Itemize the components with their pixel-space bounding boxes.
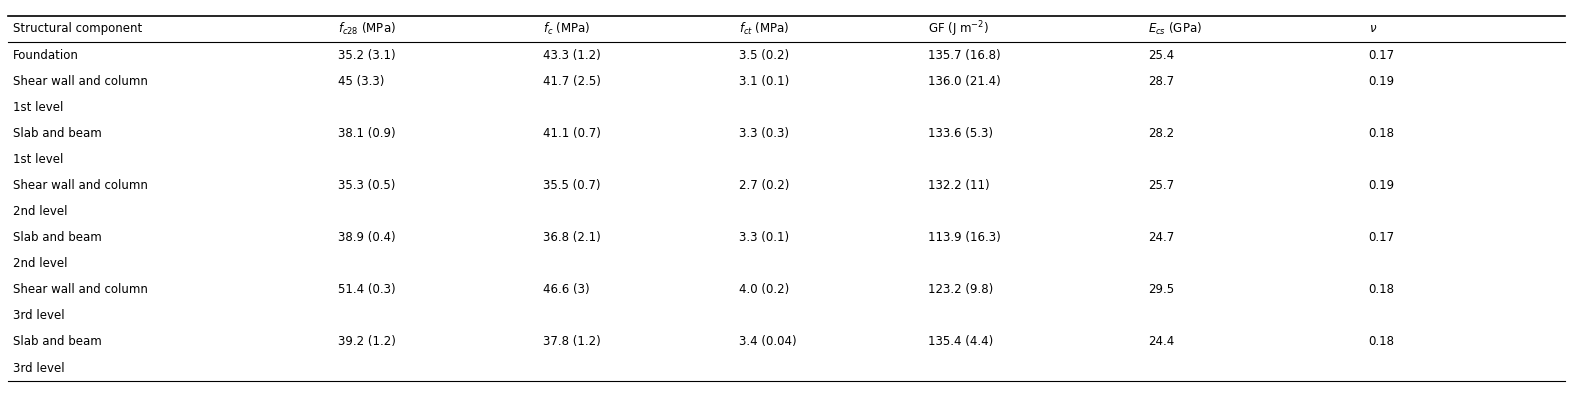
Text: 1st level: 1st level <box>13 101 63 114</box>
Text: 4.0 (0.2): 4.0 (0.2) <box>739 283 790 296</box>
Text: 3.3 (0.3): 3.3 (0.3) <box>739 127 790 140</box>
Text: 0.18: 0.18 <box>1369 127 1395 140</box>
Text: 135.7 (16.8): 135.7 (16.8) <box>928 48 1000 62</box>
Text: Shear wall and column: Shear wall and column <box>13 179 148 192</box>
Text: 3rd level: 3rd level <box>13 362 64 375</box>
Text: $f_c$ (MPa): $f_c$ (MPa) <box>543 21 590 37</box>
Text: 38.9 (0.4): 38.9 (0.4) <box>338 231 396 244</box>
Text: 24.7: 24.7 <box>1148 231 1175 244</box>
Text: GF (J m$^{-2}$): GF (J m$^{-2}$) <box>928 19 989 39</box>
Text: 25.7: 25.7 <box>1148 179 1175 192</box>
Text: 46.6 (3): 46.6 (3) <box>543 283 590 296</box>
Text: 1st level: 1st level <box>13 153 63 166</box>
Text: 41.1 (0.7): 41.1 (0.7) <box>543 127 601 140</box>
Text: 35.3 (0.5): 35.3 (0.5) <box>338 179 395 192</box>
Text: 113.9 (16.3): 113.9 (16.3) <box>928 231 1000 244</box>
Text: 135.4 (4.4): 135.4 (4.4) <box>928 335 993 349</box>
Text: 45 (3.3): 45 (3.3) <box>338 75 384 88</box>
Text: 29.5: 29.5 <box>1148 283 1175 296</box>
Text: $E_{cs}$ (GPa): $E_{cs}$ (GPa) <box>1148 21 1202 37</box>
Text: 3.1 (0.1): 3.1 (0.1) <box>739 75 790 88</box>
Text: 132.2 (11): 132.2 (11) <box>928 179 989 192</box>
Text: 133.6 (5.3): 133.6 (5.3) <box>928 127 993 140</box>
Text: 24.4: 24.4 <box>1148 335 1175 349</box>
Text: Slab and beam: Slab and beam <box>13 231 101 244</box>
Text: 2nd level: 2nd level <box>13 257 68 270</box>
Text: 0.18: 0.18 <box>1369 283 1395 296</box>
Text: Shear wall and column: Shear wall and column <box>13 283 148 296</box>
Text: $\nu$: $\nu$ <box>1369 22 1376 35</box>
Text: Slab and beam: Slab and beam <box>13 335 101 349</box>
Text: 41.7 (2.5): 41.7 (2.5) <box>543 75 601 88</box>
Text: 0.19: 0.19 <box>1369 179 1395 192</box>
Text: 25.4: 25.4 <box>1148 48 1175 62</box>
Text: 39.2 (1.2): 39.2 (1.2) <box>338 335 396 349</box>
Text: 28.7: 28.7 <box>1148 75 1175 88</box>
Text: 2nd level: 2nd level <box>13 205 68 218</box>
Text: 136.0 (21.4): 136.0 (21.4) <box>928 75 1000 88</box>
Text: 0.17: 0.17 <box>1369 231 1395 244</box>
Text: 36.8 (2.1): 36.8 (2.1) <box>543 231 601 244</box>
Text: 123.2 (9.8): 123.2 (9.8) <box>928 283 993 296</box>
Text: 0.18: 0.18 <box>1369 335 1395 349</box>
Text: 2.7 (0.2): 2.7 (0.2) <box>739 179 790 192</box>
Text: Slab and beam: Slab and beam <box>13 127 101 140</box>
Text: $f_{c28}$ (MPa): $f_{c28}$ (MPa) <box>338 21 396 37</box>
Text: Structural component: Structural component <box>13 22 142 35</box>
Text: 35.2 (3.1): 35.2 (3.1) <box>338 48 396 62</box>
Text: 37.8 (1.2): 37.8 (1.2) <box>543 335 601 349</box>
Text: 35.5 (0.7): 35.5 (0.7) <box>543 179 601 192</box>
Text: Foundation: Foundation <box>13 48 79 62</box>
Text: 51.4 (0.3): 51.4 (0.3) <box>338 283 396 296</box>
Text: 0.17: 0.17 <box>1369 48 1395 62</box>
Text: 43.3 (1.2): 43.3 (1.2) <box>543 48 601 62</box>
Text: Shear wall and column: Shear wall and column <box>13 75 148 88</box>
Text: $f_{ct}$ (MPa): $f_{ct}$ (MPa) <box>739 21 790 37</box>
Text: 38.1 (0.9): 38.1 (0.9) <box>338 127 396 140</box>
Text: 0.19: 0.19 <box>1369 75 1395 88</box>
Text: 3.3 (0.1): 3.3 (0.1) <box>739 231 790 244</box>
Text: 28.2: 28.2 <box>1148 127 1175 140</box>
Text: 3rd level: 3rd level <box>13 309 64 322</box>
Text: 3.4 (0.04): 3.4 (0.04) <box>739 335 798 349</box>
Text: 3.5 (0.2): 3.5 (0.2) <box>739 48 790 62</box>
